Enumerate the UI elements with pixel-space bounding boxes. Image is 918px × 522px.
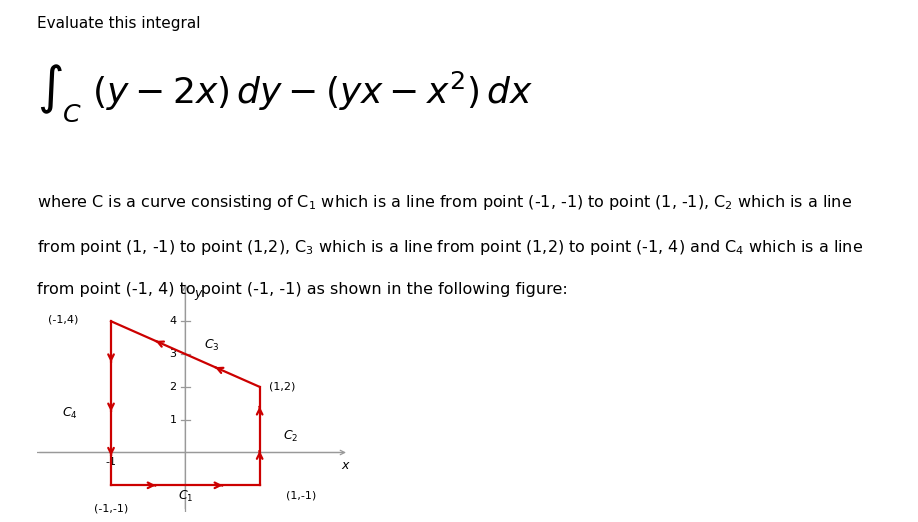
Text: (1,-1): (1,-1)	[285, 490, 316, 500]
Text: from point (-1, 4) to point (-1, -1) as shown in the following figure:: from point (-1, 4) to point (-1, -1) as …	[37, 282, 567, 297]
Text: $C_1$: $C_1$	[177, 489, 193, 504]
Text: -1: -1	[106, 457, 117, 467]
Text: from point (1, -1) to point (1,2), C$_3$ which is a line from point (1,2) to poi: from point (1, -1) to point (1,2), C$_3$…	[37, 238, 863, 256]
Text: $\int_C\ (y - 2x)\,dy - (yx - x^2)\,dx$: $\int_C\ (y - 2x)\,dy - (yx - x^2)\,dx$	[37, 63, 532, 124]
Text: $C_2$: $C_2$	[284, 429, 298, 444]
Text: (-1,-1): (-1,-1)	[94, 503, 129, 513]
Text: $C_4$: $C_4$	[62, 406, 78, 421]
Text: y: y	[195, 287, 202, 300]
Text: where C is a curve consisting of C$_1$ which is a line from point (-1, -1) to po: where C is a curve consisting of C$_1$ w…	[37, 193, 852, 212]
Text: Evaluate this integral: Evaluate this integral	[37, 16, 200, 31]
Text: (-1,4): (-1,4)	[48, 315, 78, 325]
Text: 3: 3	[170, 349, 176, 359]
Text: $C_3$: $C_3$	[204, 338, 219, 353]
Text: x: x	[341, 459, 349, 472]
Text: 1: 1	[170, 414, 176, 425]
Text: 4: 4	[169, 316, 176, 326]
Text: (1,2): (1,2)	[269, 382, 295, 392]
Text: 2: 2	[169, 382, 176, 392]
